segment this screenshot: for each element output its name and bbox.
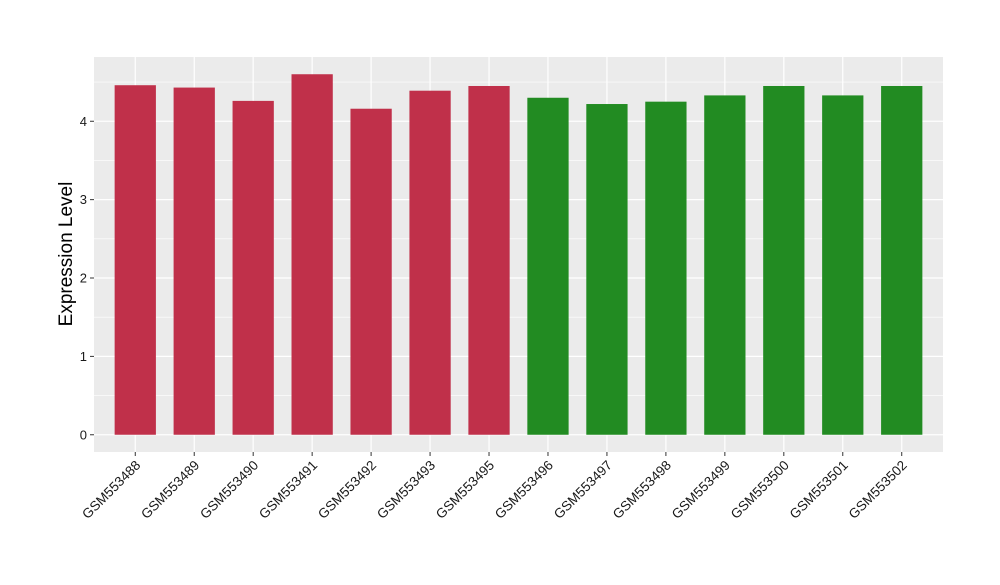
x-tick-label: GSM553502 (846, 458, 910, 522)
x-tick-label: GSM553489 (138, 458, 202, 522)
y-tick-label: 0 (80, 427, 87, 442)
bar-GSM553488 (114, 85, 156, 435)
bar-GSM553501 (822, 95, 864, 435)
bar-GSM553498 (645, 101, 687, 435)
x-tick-label: GSM553492 (315, 458, 379, 522)
bar-GSM553499 (704, 95, 746, 435)
y-tick-label: 1 (80, 349, 87, 364)
x-tick-label: GSM553498 (610, 458, 674, 522)
y-tick-label: 4 (80, 114, 87, 129)
y-axis-label: Expression Level (56, 182, 77, 327)
y-tick-label: 3 (80, 192, 87, 207)
x-tick-label: GSM553495 (433, 458, 497, 522)
x-tick-label: GSM553490 (197, 458, 261, 522)
x-tick-label: GSM553493 (374, 458, 438, 522)
bar-GSM553496 (527, 97, 569, 435)
x-tick-label: GSM553488 (79, 458, 143, 522)
y-axis: 0 1 2 3 4 (80, 114, 94, 442)
y-tick-label: 2 (80, 271, 87, 286)
bar-GSM553492 (350, 108, 392, 435)
bar-GSM553495 (468, 85, 510, 435)
x-tick-label: GSM553497 (551, 458, 615, 522)
x-tick-label: GSM553491 (256, 458, 320, 522)
bar-GSM553497 (586, 104, 628, 435)
x-tick-label: GSM553500 (728, 458, 792, 522)
plot-panel (94, 57, 943, 452)
bar-GSM553490 (232, 100, 274, 435)
bar-GSM553493 (409, 90, 451, 435)
bar-GSM553489 (173, 87, 215, 435)
bar-GSM553500 (763, 85, 805, 435)
x-tick-label: GSM553499 (669, 458, 733, 522)
bars (114, 74, 923, 435)
bar-GSM553502 (881, 85, 923, 435)
bar-GSM553491 (291, 74, 333, 435)
x-axis: GSM553488GSM553489GSM553490GSM553491GSM5… (79, 452, 910, 522)
x-tick-label: GSM553501 (787, 458, 851, 522)
x-tick-label: GSM553496 (492, 458, 556, 522)
